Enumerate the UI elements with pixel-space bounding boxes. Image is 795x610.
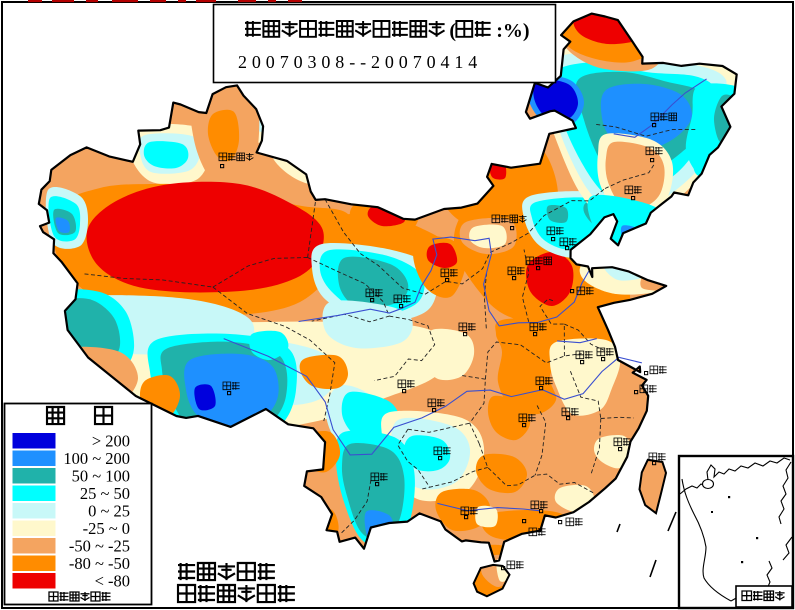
svg-text:< -80: < -80 — [95, 572, 130, 591]
svg-text:-50 ~ -25: -50 ~ -25 — [69, 537, 130, 556]
svg-text:20070308--20070414: 20070308--20070414 — [238, 52, 482, 72]
svg-text:(: ( — [449, 20, 456, 42]
svg-text:0 ~ 25: 0 ~ 25 — [88, 502, 130, 521]
svg-text::%): :%) — [496, 20, 529, 42]
svg-text:> 200: > 200 — [92, 432, 130, 451]
svg-text:25 ~ 50: 25 ~ 50 — [80, 484, 130, 503]
svg-text:100 ~ 200: 100 ~ 200 — [63, 449, 130, 468]
svg-text:50 ~ 100: 50 ~ 100 — [72, 467, 130, 486]
svg-text:-80 ~ -50: -80 ~ -50 — [69, 554, 130, 573]
svg-text:-25 ~ 0: -25 ~ 0 — [83, 519, 130, 538]
